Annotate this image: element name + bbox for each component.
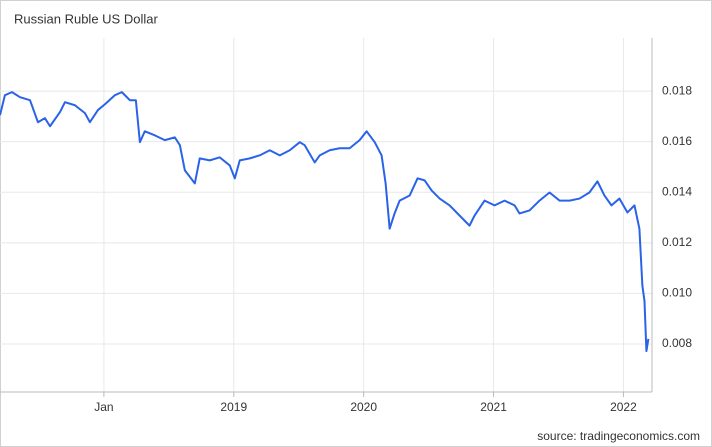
y-tick-label: 0.008	[662, 336, 692, 350]
x-tick-label: 2020	[350, 400, 377, 414]
price-line	[0, 91, 650, 353]
x-tick-label: 2022	[610, 400, 637, 414]
chart-title: Russian Ruble US Dollar	[14, 11, 158, 26]
y-tick-label: 0.010	[662, 286, 692, 300]
y-tick-label: 0.014	[662, 184, 692, 198]
source-note: source: tradingeconomics.com	[537, 429, 700, 443]
x-tick-label: Jan	[94, 400, 113, 414]
x-tick-label: 2021	[480, 400, 507, 414]
y-tick-label: 0.018	[662, 83, 692, 97]
x-tick-label: 2019	[220, 400, 247, 414]
y-tick-label: 0.012	[662, 235, 692, 249]
y-tick-label: 0.016	[662, 134, 692, 148]
